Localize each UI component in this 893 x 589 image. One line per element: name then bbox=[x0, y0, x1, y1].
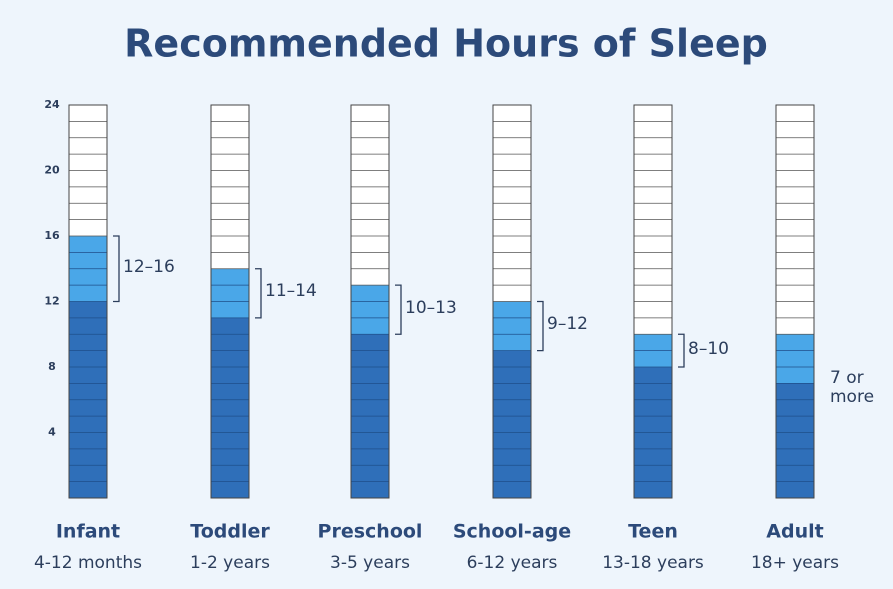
category-subtitle: 18+ years bbox=[751, 553, 839, 573]
bracket bbox=[537, 300, 544, 352]
range-label-box: 12–16 bbox=[123, 257, 175, 277]
range-label-box: 10–13 bbox=[405, 298, 457, 318]
category-label: Adult bbox=[766, 521, 823, 543]
range-label: 10–13 bbox=[405, 298, 457, 318]
column-outline bbox=[492, 104, 532, 499]
category-subtitle: 3-5 years bbox=[330, 553, 410, 573]
y-tick-label: 12 bbox=[44, 295, 59, 308]
column-outline bbox=[775, 104, 815, 499]
range-label-box: 9–12 bbox=[547, 315, 588, 335]
column-outline bbox=[210, 104, 250, 499]
column-outline bbox=[633, 104, 673, 499]
range-label: 12–16 bbox=[123, 257, 175, 277]
category-subtitle: 4-12 months bbox=[34, 553, 142, 573]
category-label: Preschool bbox=[318, 521, 423, 543]
range-label-box: 8–10 bbox=[688, 339, 729, 359]
bracket bbox=[113, 235, 120, 303]
range-label-box: 7 or more bbox=[830, 369, 875, 408]
category-label: Toddler bbox=[190, 521, 270, 543]
bracket bbox=[255, 268, 262, 319]
category-label: School-age bbox=[453, 521, 571, 543]
base-segment bbox=[211, 317, 249, 498]
bracket bbox=[678, 333, 685, 368]
category-label: Infant bbox=[56, 521, 120, 543]
category-subtitle: 6-12 years bbox=[467, 553, 558, 573]
range-label: 11–14 bbox=[265, 282, 317, 302]
y-tick-label: 4 bbox=[48, 426, 56, 439]
y-tick-label: 8 bbox=[48, 360, 56, 373]
category-subtitle: 1-2 years bbox=[190, 553, 270, 573]
column-outline bbox=[350, 104, 390, 499]
category-subtitle: 13-18 years bbox=[602, 553, 704, 573]
base-segment bbox=[493, 350, 531, 498]
range-segment bbox=[351, 285, 389, 335]
column-outline bbox=[68, 104, 108, 499]
base-segment bbox=[776, 383, 814, 498]
range-label: 8–10 bbox=[688, 339, 729, 359]
range-label: 9–12 bbox=[547, 315, 588, 335]
y-tick-label: 20 bbox=[44, 164, 60, 177]
bracket bbox=[395, 284, 402, 335]
range-segment bbox=[211, 268, 249, 318]
range-label: 7 or more bbox=[830, 369, 875, 408]
chart-title: Recommended Hours of Sleep bbox=[124, 22, 768, 66]
y-tick-label: 16 bbox=[44, 229, 60, 242]
range-segment bbox=[493, 301, 531, 351]
y-tick-label: 24 bbox=[44, 98, 60, 111]
range-label-box: 11–14 bbox=[265, 282, 317, 302]
category-label: Teen bbox=[628, 521, 678, 543]
range-segment bbox=[776, 334, 814, 384]
